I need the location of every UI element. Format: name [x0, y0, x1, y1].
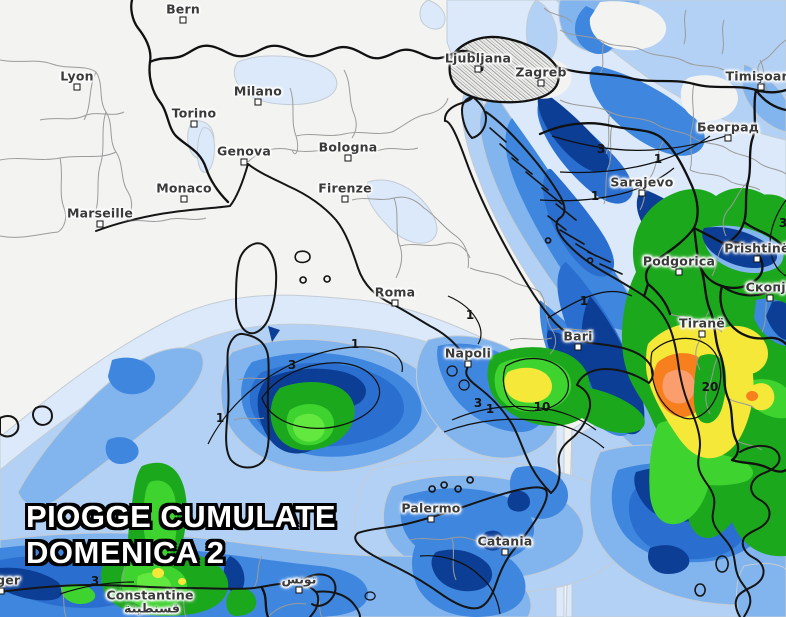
contour-label-20-9: 20 [701, 380, 719, 394]
city-marker-sarajevo [638, 189, 646, 197]
coastlines [0, 96, 781, 617]
national-borders [130, 0, 786, 617]
city-label-bari: Bari [563, 328, 593, 344]
contour-label-1-5: 1 [465, 308, 475, 322]
city-label-constantine-ar: قسنطينة [124, 600, 180, 616]
city-label-palermo: Palermo [401, 500, 461, 516]
city-marker-palermo [427, 515, 435, 523]
contour-label-1-12: 1 [215, 411, 225, 425]
city-label-torino: Torino [171, 105, 217, 121]
city-label-lyon: Lyon [60, 68, 94, 84]
city-marker-napoli [464, 360, 472, 368]
city-label-tunis: تونس [281, 571, 317, 587]
city-label-podgorica: Podgorica [642, 253, 716, 269]
city-label-marseille: Marseille [66, 205, 134, 221]
city-label-roma: Roma [374, 284, 416, 300]
city-marker-torino [190, 120, 198, 128]
admin-boundaries [0, 7, 786, 617]
city-label-milano: Milano [233, 83, 283, 99]
city-label-sarajevo: Sarajevo [610, 174, 674, 190]
city-marker-zagreb [537, 79, 545, 87]
city-marker-roma [391, 299, 399, 307]
map-title-line1: PIOGGE CUMULATE [26, 499, 337, 534]
contour-label-1-7: 1 [485, 402, 495, 416]
city-marker-bologna [344, 154, 352, 162]
city-marker-skopje [766, 294, 774, 302]
contour-label-3-0: 3 [596, 142, 606, 156]
map-title-line2: DOMENICA 2 [26, 535, 225, 570]
city-label-constantine: Constantine [106, 587, 194, 603]
map-title: PIOGGE CUMULATE DOMENICA 2 [26, 499, 336, 571]
contour-label-1-2: 1 [590, 189, 600, 203]
rain-green-levels [61, 188, 786, 616]
city-marker-monaco [180, 195, 188, 203]
contour-label-10-8: 10 [533, 400, 551, 414]
contour-label-3-11: 3 [287, 358, 297, 372]
city-marker-beograd [724, 134, 732, 142]
city-marker-prishtine [753, 255, 761, 263]
city-label-catania: Catania [477, 533, 533, 549]
city-marker-timisoara [757, 83, 765, 91]
contour-label-1-3: 1 [579, 294, 589, 308]
city-label-bern: Bern [166, 1, 200, 17]
contour-label-1-1: 1 [653, 152, 663, 166]
city-marker-alger [0, 587, 5, 595]
contour-label-3-4: 3 [778, 216, 786, 230]
city-marker-bern [179, 16, 187, 24]
contour-label-3-6: 3 [473, 396, 483, 410]
slovenia-hatch-region [449, 36, 559, 103]
city-label-monaco: Monaco [156, 180, 212, 196]
city-label-skopje: Скопје [745, 279, 786, 295]
city-label-firenze: Firenze [318, 180, 372, 196]
city-marker-ljubljana [474, 65, 482, 73]
city-marker-podgorica [675, 268, 683, 276]
precip-contour-lines [59, 127, 786, 615]
city-marker-lyon [73, 83, 81, 91]
city-label-bologna: Bologna [318, 139, 378, 155]
city-label-zagreb: Zagreb [515, 64, 567, 80]
city-marker-genova [240, 158, 248, 166]
city-marker-marseille [96, 220, 104, 228]
contour-label-1-10: 1 [350, 337, 360, 351]
city-marker-firenze [341, 195, 349, 203]
city-label-ljubljana: Ljubljana [444, 50, 512, 66]
city-label-timisoara: Timişoara [725, 68, 786, 84]
city-label-tirane: Tiranë [679, 315, 725, 331]
city-label-napoli: Napoli [444, 345, 492, 361]
city-label-prishtine: Prishtinë [724, 240, 786, 256]
city-label-alger: Alger [0, 572, 21, 588]
city-marker-tirane [698, 330, 706, 338]
city-marker-bari [574, 343, 582, 351]
rain-heavy-cores [152, 322, 775, 585]
city-marker-milano [254, 98, 262, 106]
city-label-genova: Genova [216, 143, 272, 159]
city-label-beograd: Београд [696, 119, 760, 135]
city-marker-catania [501, 548, 509, 556]
city-marker-tunis [295, 586, 303, 594]
contour-label-3-13: 3 [90, 574, 100, 588]
